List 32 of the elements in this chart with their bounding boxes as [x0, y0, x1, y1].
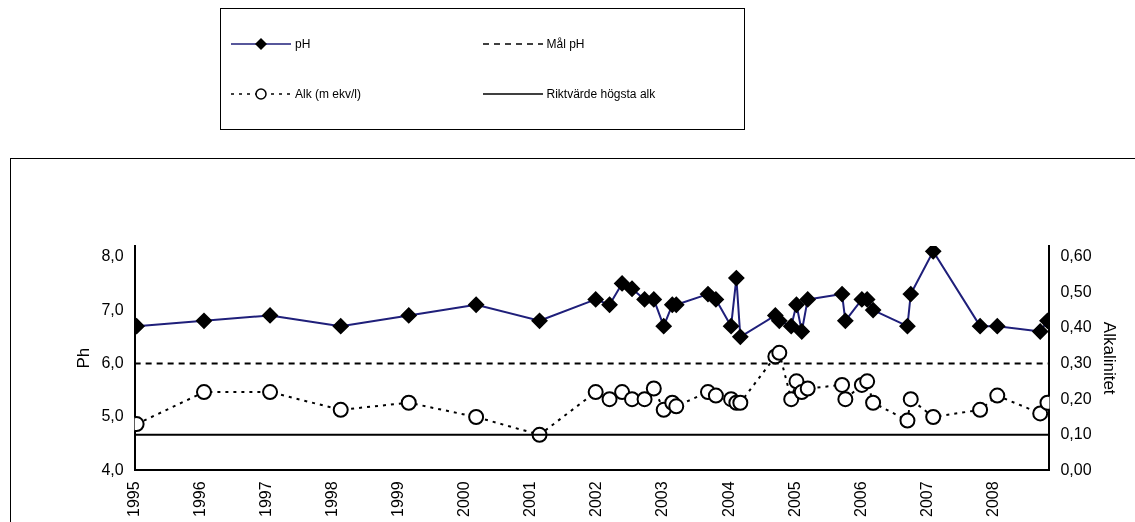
- x-tick-label: 1999: [389, 481, 407, 517]
- y-tick-label: 4,0: [101, 460, 124, 478]
- y2-axis-title: Alkalinitet: [1100, 321, 1120, 395]
- x-tick-label: 2004: [719, 481, 737, 517]
- legend-label: Mål pH: [546, 37, 585, 51]
- x-tick-label: 2008: [983, 481, 1001, 517]
- x-tick-label: 2007: [917, 481, 935, 517]
- x-tick-label: 2001: [521, 481, 539, 517]
- legend-label: pH: [295, 37, 311, 51]
- y2-tick-label: 0,50: [1060, 282, 1092, 300]
- x-tick-label: 2002: [587, 481, 605, 517]
- legend-label: Riktvärde högsta alk: [546, 87, 656, 101]
- y-tick-label: 8,0: [101, 247, 124, 265]
- x-tick-label: 1996: [191, 481, 209, 517]
- x-tick-label: 2003: [653, 481, 671, 517]
- x-tick-label: 1997: [257, 481, 275, 517]
- y2-tick-label: 0,40: [1060, 318, 1092, 336]
- y-tick-label: 6,0: [101, 353, 124, 371]
- x-tick-label: 1995: [125, 481, 143, 517]
- y2-tick-label: 0,60: [1060, 247, 1092, 265]
- y2-tick-label: 0,30: [1060, 353, 1092, 371]
- y-tick-label: 7,0: [101, 300, 124, 318]
- y-tick-label: 5,0: [101, 407, 124, 425]
- y2-tick-label: 0,10: [1060, 425, 1092, 443]
- x-tick-label: 2005: [785, 481, 803, 517]
- y2-tick-label: 0,00: [1060, 460, 1092, 478]
- y-axis-title: Ph: [73, 347, 93, 369]
- x-tick-label: 2000: [455, 481, 473, 517]
- x-tick-label: 1998: [323, 481, 341, 517]
- legend-label: Alk (m ekv/l): [295, 87, 361, 101]
- x-tick-label: 2006: [851, 481, 869, 517]
- y2-tick-label: 0,20: [1060, 389, 1092, 407]
